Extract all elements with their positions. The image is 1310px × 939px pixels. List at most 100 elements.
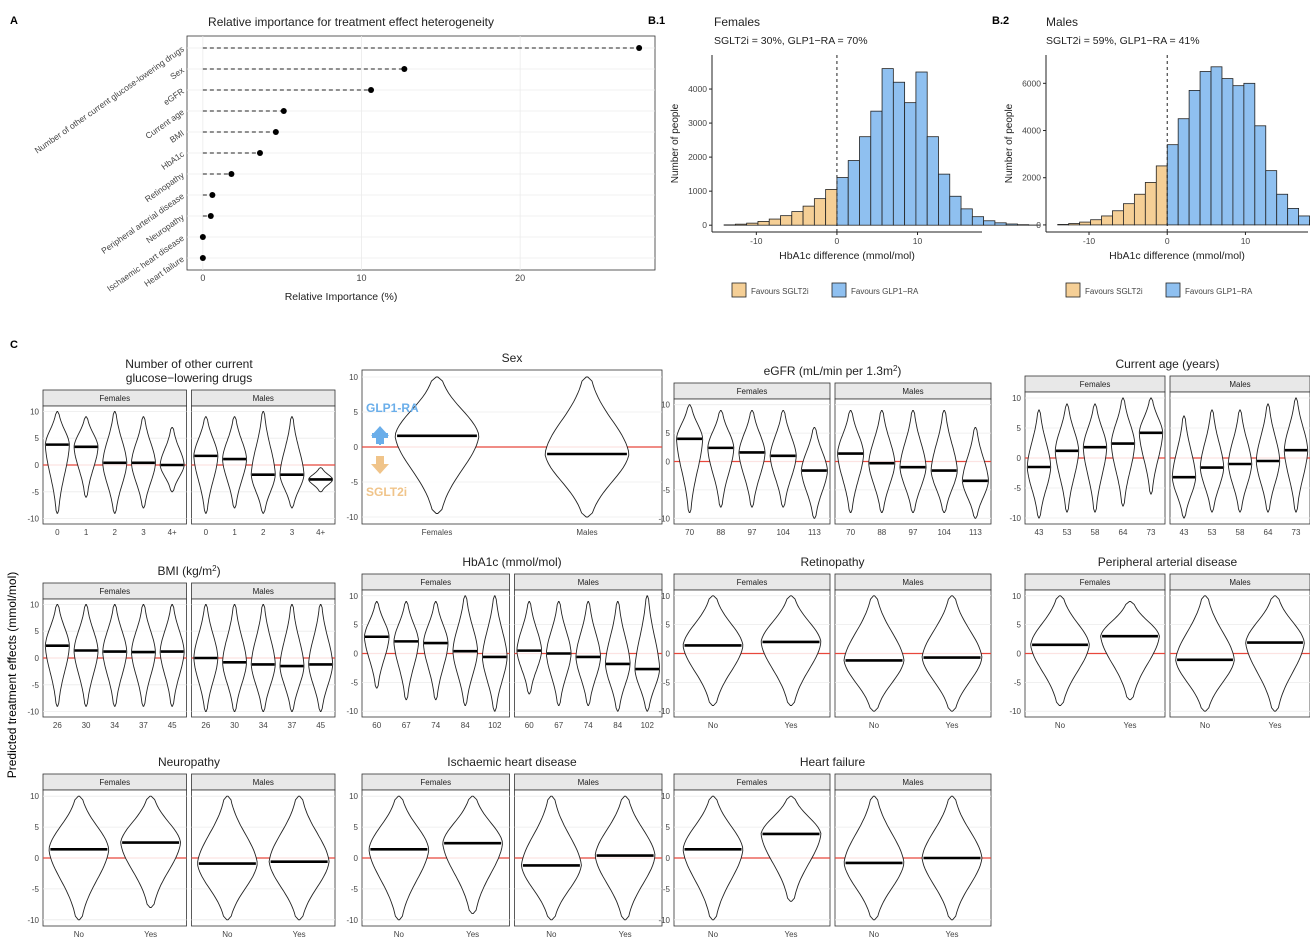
violin_age-x-tick: 43 — [1180, 528, 1189, 537]
hist_males-bar — [1079, 221, 1091, 226]
hist_females-legend-label-glp1: Favours GLP1−RA — [851, 287, 919, 296]
violin_egfr-x-tick: 97 — [909, 528, 918, 537]
violin_neuro-violin — [268, 795, 330, 921]
hist_females-legend-label-sglt2: Favours SGLT2i — [751, 287, 809, 296]
hist_males-bar — [1166, 144, 1179, 226]
violin_ihd-x-tick: No — [394, 930, 405, 939]
violin_egfr-x-tick: 70 — [685, 528, 694, 537]
hist_males-bar — [1133, 193, 1146, 226]
hist_males-bar — [1101, 215, 1113, 226]
violin_retino-y-tick: 0 — [666, 650, 671, 659]
violin_retino-violin — [760, 595, 822, 706]
hist_females-x-tick: -10 — [750, 236, 763, 246]
panel-letter-b2: B.2 — [992, 15, 1009, 27]
violin_age-x-tick: 43 — [1035, 528, 1044, 537]
violin_egfr-x-tick: 113 — [808, 528, 821, 537]
importance-point — [636, 45, 643, 51]
hist_females-bar — [813, 198, 827, 226]
hist_males-bar — [1068, 223, 1081, 226]
importance-x-tick: 0 — [200, 273, 205, 283]
importance-x-tick: 10 — [357, 273, 367, 283]
violin_drugs-violin — [159, 427, 185, 493]
violin_hf-violin — [760, 795, 822, 902]
violin_bmi-x-tick: 37 — [287, 721, 296, 730]
violin_drugs-y-tick: 10 — [30, 407, 39, 416]
hist_males-y-tick: 0 — [1036, 220, 1041, 230]
violin_hf-x-tick: No — [869, 930, 880, 939]
importance-point — [199, 255, 206, 261]
hist_females-y-tick: 2000 — [688, 152, 707, 162]
hist_females-bar — [791, 211, 804, 226]
violin_drugs-x-tick: 0 — [204, 528, 209, 537]
violin_pad-violin — [1100, 601, 1160, 701]
violin_sex-y-tick: 10 — [349, 373, 358, 382]
violin_neuro-y-tick: 5 — [35, 823, 40, 832]
violin_hba1c-facet-label: Males — [578, 578, 599, 587]
violin_egfr-violin — [769, 409, 797, 508]
violin_sex-violin — [394, 376, 480, 514]
hist_females-title: Females — [714, 15, 760, 29]
violin_bmi-y-tick: -10 — [27, 708, 39, 717]
sglt2-arrow-label: SGLT2i — [366, 485, 407, 499]
violin_neuro-violin — [197, 795, 258, 921]
violin_hba1c-facet-label: Females — [420, 578, 451, 587]
hist_females-bar — [904, 102, 917, 226]
violin_drugs-title-line2: glucose−lowering drugs — [126, 371, 252, 385]
violin_pad-x-tick: Yes — [1268, 721, 1281, 730]
hist_males-bar — [1298, 215, 1310, 226]
violin_ihd-y-tick: 5 — [354, 823, 359, 832]
violin_pad-y-tick: -10 — [1009, 707, 1021, 716]
violin_hba1c-x-tick: 74 — [584, 721, 593, 730]
hist_males-bar — [1254, 125, 1267, 226]
hist_males-x-tick: 0 — [1165, 236, 1170, 246]
violin_drugs-y-tick: 0 — [35, 461, 40, 470]
violin_age-violin — [1171, 415, 1197, 519]
violin_hf-y-tick: 5 — [666, 823, 671, 832]
violin_ihd-y-tick: -10 — [346, 916, 358, 925]
hist_males-y-tick: 6000 — [1022, 78, 1041, 88]
violin_retino-y-tick: -5 — [663, 678, 671, 687]
violin_ihd-x-tick: No — [546, 930, 557, 939]
violin_drugs-x-tick: 4+ — [168, 528, 177, 537]
violin_bmi-violin — [159, 603, 185, 707]
violin_age-x-tick: 64 — [1264, 528, 1273, 537]
hist_females-bar — [915, 71, 928, 226]
hist_females-subtitle: SGLT2i = 30%, GLP1−RA = 70% — [714, 35, 868, 47]
violin_sex-x-tick: Males — [576, 528, 597, 537]
violin_ihd-facet-label: Females — [420, 778, 451, 787]
violin_retino-x-tick: Yes — [945, 721, 958, 730]
hist_males-bar — [1112, 210, 1124, 226]
importance-x-tick: 20 — [515, 273, 525, 283]
violin_age-facet-label: Females — [1080, 380, 1111, 389]
violin_drugs-x-tick: 1 — [232, 528, 237, 537]
importance-x-label: Relative Importance (%) — [285, 291, 398, 303]
panel-letter-c: C — [10, 339, 18, 351]
hist_females-bar — [746, 222, 759, 226]
hist_males-y-label: Number of people — [1004, 103, 1015, 183]
violin_age-x-tick: 58 — [1236, 528, 1245, 537]
violin_pad-y-tick: 10 — [1012, 592, 1021, 601]
violin_age-x-tick: 73 — [1147, 528, 1156, 537]
violin_hba1c-y-tick: 10 — [349, 592, 358, 601]
violin_hba1c-violin — [423, 601, 449, 701]
hist_females-bar — [994, 222, 1007, 226]
hist_males-y-tick: 2000 — [1022, 173, 1041, 183]
importance-point — [401, 66, 408, 72]
violin_egfr-title: eGFR (mL/min per 1.3m2) — [764, 364, 902, 378]
violin_egfr-y-tick: 0 — [666, 458, 671, 467]
violin_neuro-facet-label: Males — [253, 778, 274, 787]
importance-category-label: BMI — [168, 128, 186, 145]
violin_egfr-violin — [930, 409, 958, 514]
violin_hba1c-violin — [604, 601, 631, 712]
violin_egfr-violin — [837, 409, 865, 514]
violin_age-violin — [1227, 409, 1253, 513]
hist_males-bar — [1199, 71, 1212, 226]
violin_neuro-violin — [48, 795, 110, 921]
violin_age-violin — [1283, 397, 1309, 513]
importance-point — [272, 129, 279, 135]
violin_egfr-y-tick: 10 — [661, 401, 670, 410]
hist_females-bar — [768, 218, 781, 226]
violin_sex-y-tick: -5 — [351, 478, 359, 487]
violin_retino-facet-label: Females — [737, 578, 768, 587]
